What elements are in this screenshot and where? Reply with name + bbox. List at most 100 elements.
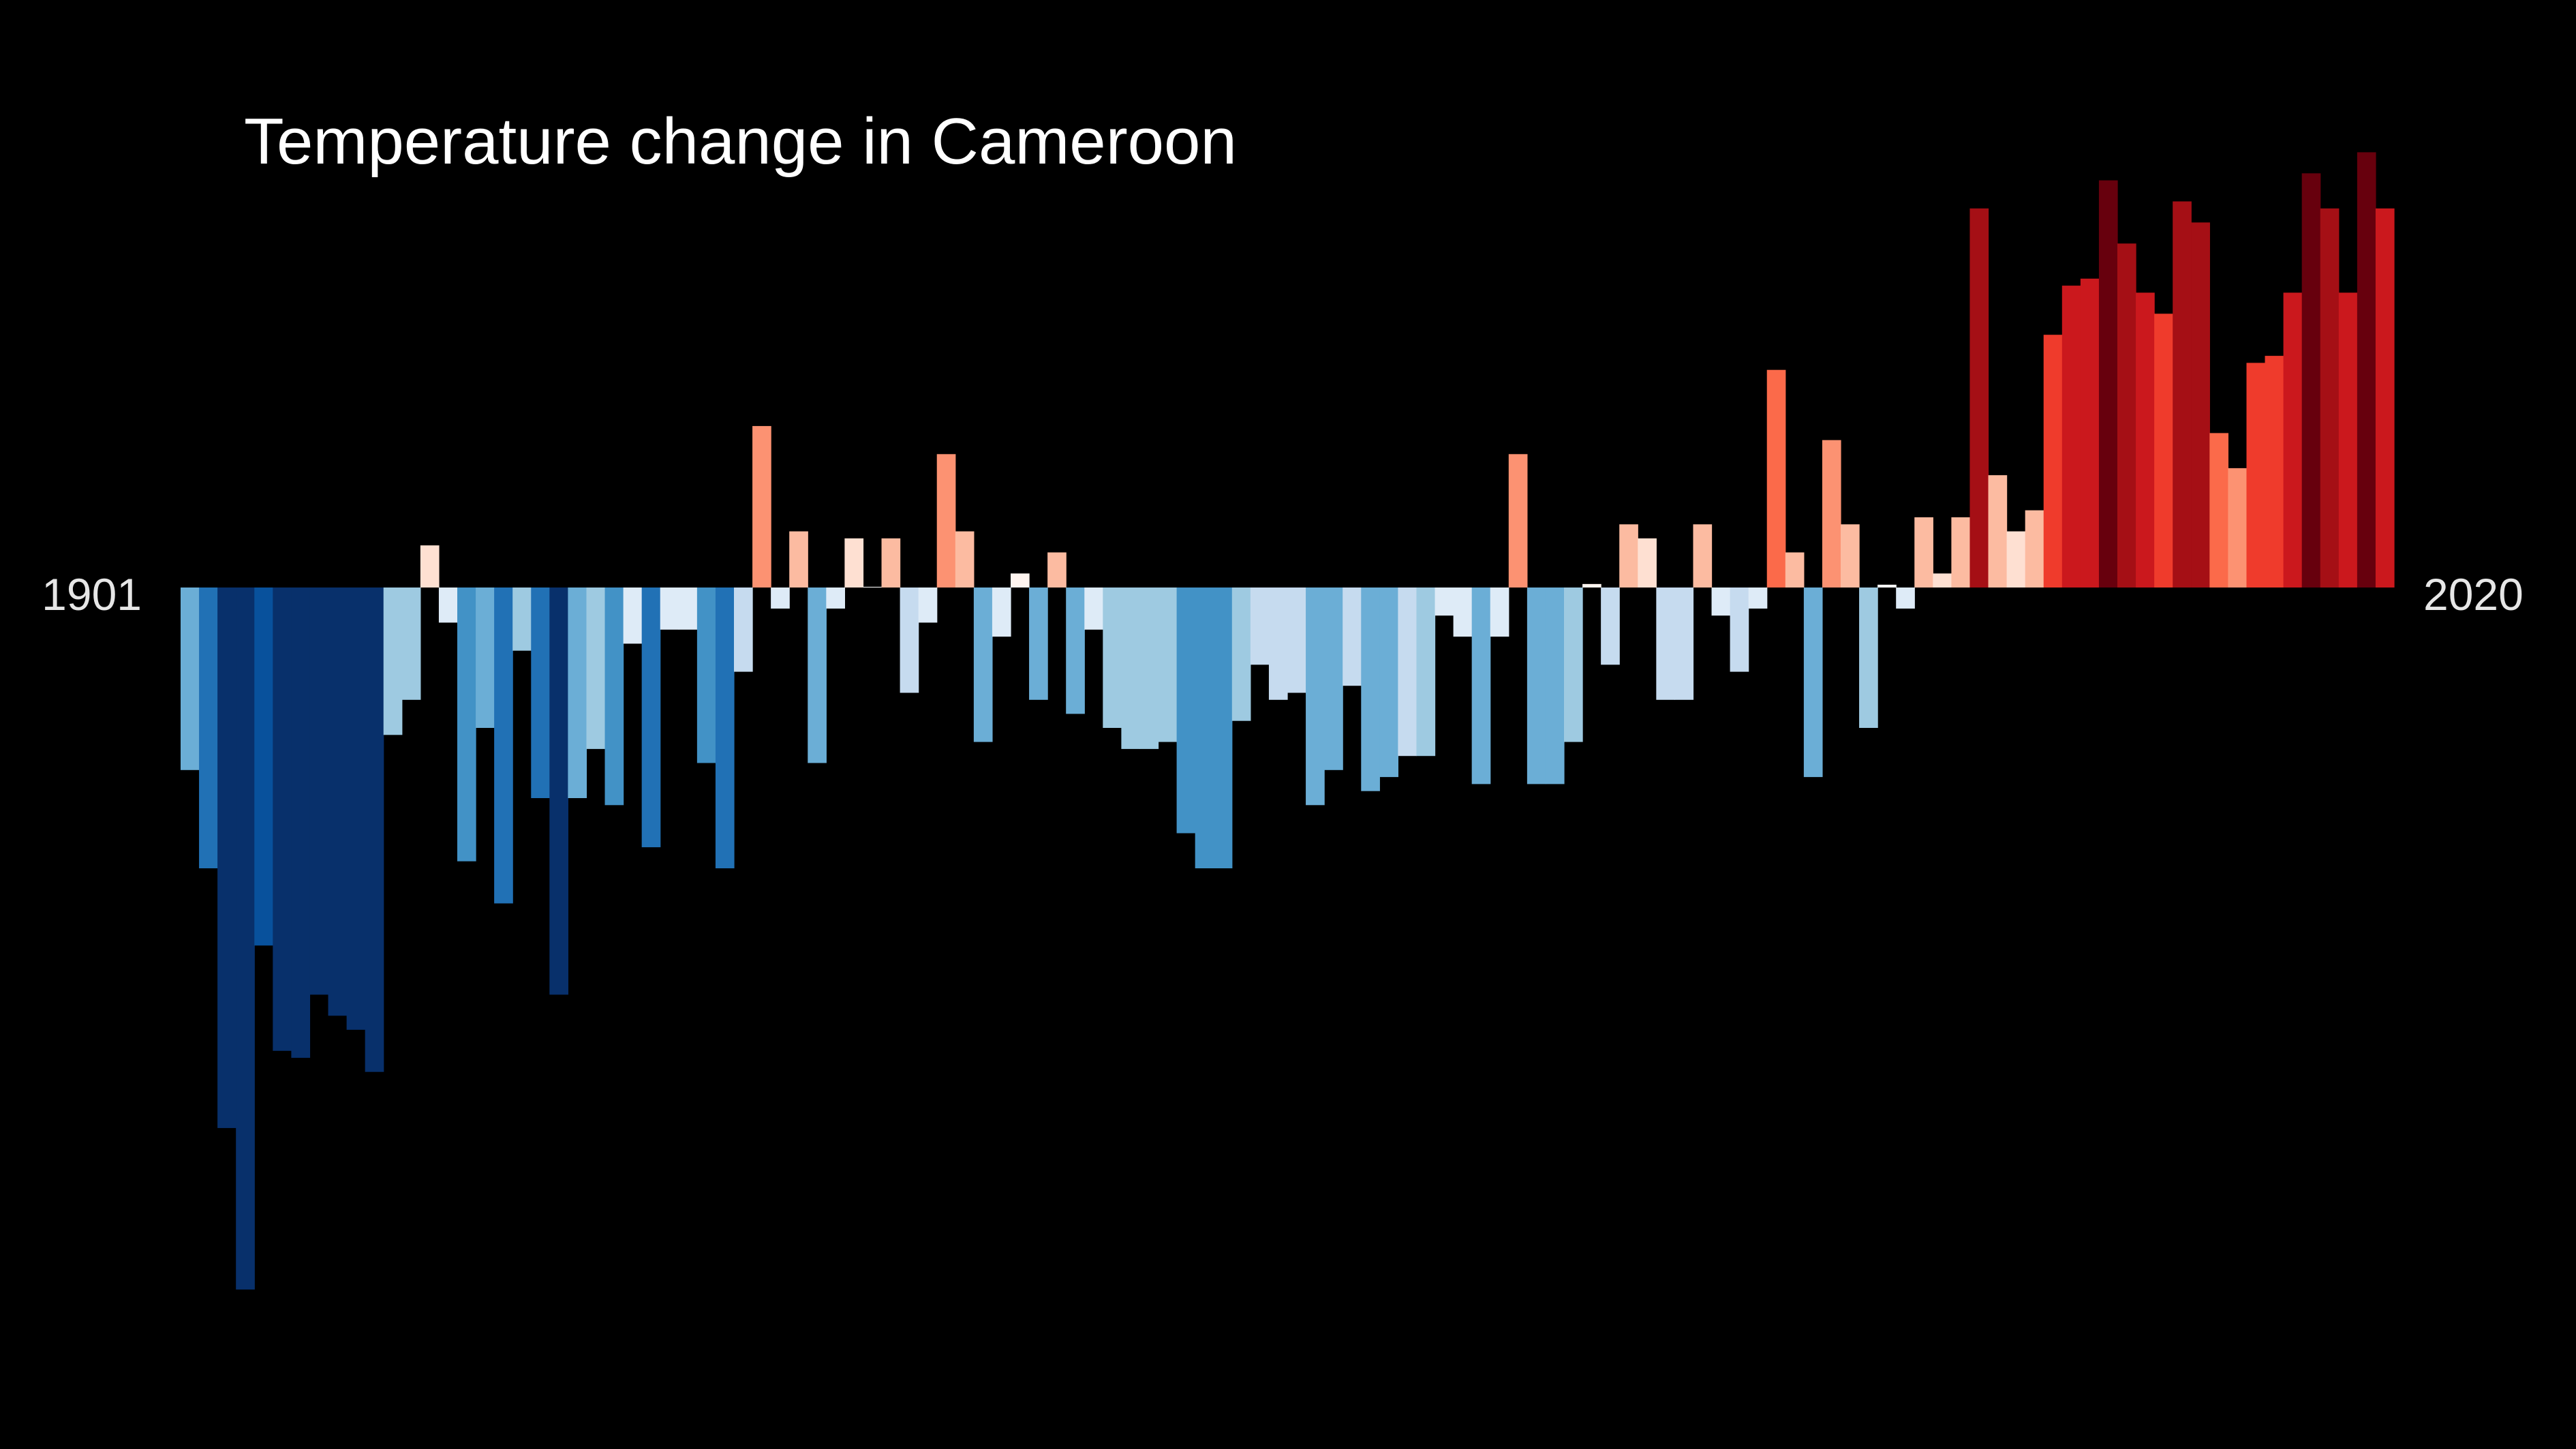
bar-1922 (568, 588, 587, 798)
bar-1982 (1674, 588, 1694, 700)
bar-1989 (1803, 588, 1823, 778)
bar-1972 (1490, 588, 1509, 637)
bar-1970 (1453, 588, 1473, 637)
bar-1993 (1877, 584, 1897, 588)
bar-1999 (1988, 475, 2008, 588)
bar-1953 (1139, 588, 1159, 749)
end-year-label: 2020 (2423, 569, 2524, 620)
bar-1948 (1047, 552, 1067, 588)
bar-1944 (973, 588, 993, 742)
bar-1958 (1231, 588, 1251, 721)
bar-1991 (1841, 524, 1860, 588)
bar-1969 (1435, 588, 1454, 616)
bar-2004 (2080, 278, 2100, 588)
bar-1976 (1564, 588, 1583, 742)
bar-1947 (1029, 588, 1048, 700)
bar-1933 (771, 588, 790, 609)
bar-1910 (346, 588, 366, 1030)
bar-1984 (1711, 588, 1731, 616)
bar-1912 (383, 588, 403, 735)
bar-2011 (2209, 433, 2228, 588)
bar-1954 (1158, 588, 1178, 742)
bar-1920 (531, 588, 550, 798)
bar-2017 (2320, 208, 2340, 588)
bar-1998 (1969, 208, 1989, 588)
bar-1952 (1121, 588, 1141, 749)
bar-1960 (1268, 588, 1288, 700)
bar-2016 (2301, 173, 2321, 588)
bar-2005 (2098, 180, 2118, 588)
bar-1927 (660, 588, 679, 630)
bar-1923 (586, 588, 606, 749)
bar-1951 (1103, 588, 1122, 728)
bar-1902 (199, 588, 218, 868)
bar-2009 (2173, 201, 2192, 588)
bar-1905 (254, 588, 273, 946)
bar-1965 (1361, 588, 1380, 791)
bar-1907 (291, 588, 311, 1058)
bar-1994 (1896, 588, 1915, 609)
bar-1906 (273, 588, 292, 1051)
bar-1980 (1638, 538, 1657, 588)
bar-1968 (1416, 588, 1436, 757)
bar-1940 (900, 588, 919, 693)
bar-1939 (881, 538, 901, 588)
bar-1911 (365, 588, 384, 1072)
bar-1950 (1084, 588, 1103, 630)
bar-1926 (641, 588, 661, 848)
bar-1916 (457, 588, 476, 861)
bar-1961 (1287, 588, 1306, 693)
bar-1949 (1066, 588, 1085, 714)
bar-1917 (476, 588, 495, 728)
bar-1913 (401, 588, 421, 700)
bar-1985 (1730, 588, 1749, 672)
bar-1935 (808, 588, 827, 763)
bar-2013 (2246, 363, 2266, 588)
bar-1986 (1748, 588, 1768, 609)
bar-1914 (420, 545, 440, 588)
bar-2000 (2006, 531, 2026, 588)
bar-1979 (1619, 524, 1638, 588)
bar-1919 (512, 588, 532, 651)
bar-2020 (2375, 208, 2395, 588)
bar-1937 (844, 538, 864, 588)
bar-2014 (2265, 356, 2284, 588)
bar-1978 (1601, 588, 1620, 665)
bar-1997 (1951, 517, 1971, 588)
bar-1957 (1213, 588, 1233, 868)
bar-1995 (1914, 517, 1933, 588)
bar-1918 (494, 588, 513, 904)
bar-1942 (936, 454, 956, 588)
bar-1977 (1582, 583, 1601, 588)
bar-1988 (1785, 552, 1805, 588)
bar-2006 (2117, 243, 2136, 588)
bar-1925 (623, 588, 643, 644)
bar-1981 (1656, 588, 1675, 700)
bar-2018 (2338, 292, 2358, 588)
bar-1929 (696, 588, 716, 763)
bar-1973 (1508, 454, 1528, 588)
bar-1924 (604, 588, 624, 806)
bar-1962 (1306, 588, 1325, 806)
bar-2015 (2283, 292, 2303, 588)
bar-2008 (2154, 314, 2173, 588)
start-year-label: 1901 (42, 569, 142, 620)
bar-1931 (734, 588, 753, 672)
bar-1921 (549, 588, 568, 995)
bar-2012 (2228, 468, 2248, 588)
bar-2019 (2357, 152, 2376, 588)
bar-1934 (789, 531, 808, 588)
bar-1990 (1822, 440, 1841, 588)
bar-2010 (2191, 222, 2210, 588)
bar-1964 (1343, 588, 1362, 686)
chart-title: Temperature change in Cameroon (244, 105, 1237, 178)
bars-group (181, 152, 2395, 1290)
bar-1946 (1011, 573, 1030, 588)
bar-1959 (1250, 588, 1270, 665)
bar-1941 (918, 588, 938, 623)
bar-1971 (1471, 588, 1491, 784)
bar-1956 (1195, 588, 1214, 868)
bar-1904 (236, 588, 255, 1290)
